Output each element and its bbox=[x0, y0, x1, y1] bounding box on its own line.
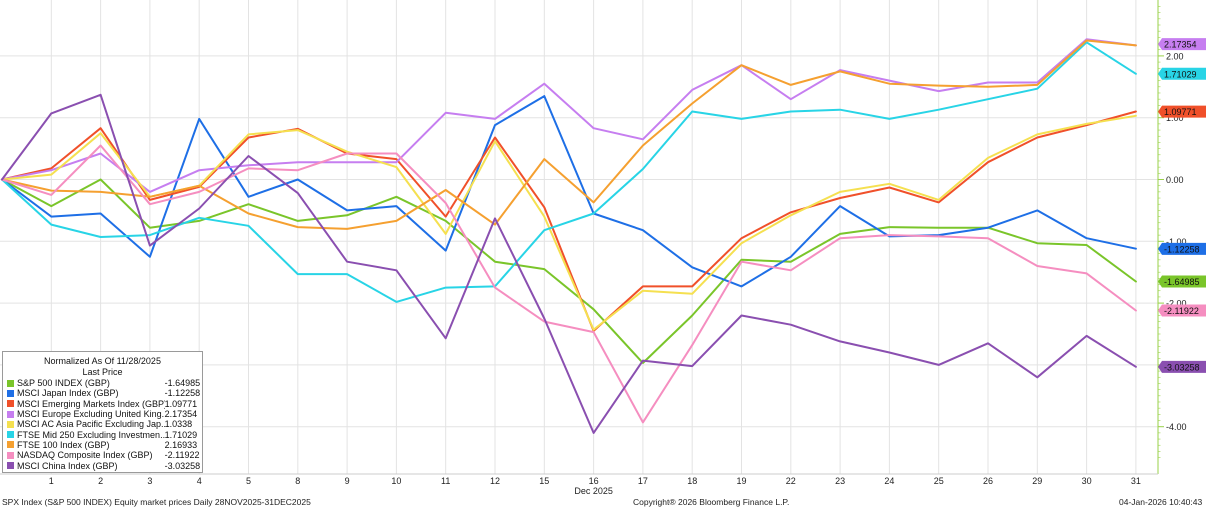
legend-row: FTSE Mid 250 Excluding Investmen... 1.710… bbox=[3, 429, 202, 440]
last-value-tag-0 bbox=[1158, 275, 1206, 288]
legend-series-name: S&P 500 INDEX (GBP) bbox=[17, 378, 110, 389]
footer-copyright: Copyright® 2026 Bloomberg Finance L.P. bbox=[633, 497, 790, 507]
x-tick-label: 16 bbox=[589, 476, 599, 486]
series-line-8 bbox=[1, 93, 1137, 434]
last-value-label-3: 2.17354 bbox=[1164, 40, 1197, 50]
series-line-3 bbox=[1, 38, 1137, 193]
y-tick-label: 1.00 bbox=[1166, 113, 1184, 123]
x-tick-label: 19 bbox=[736, 476, 746, 486]
legend-row: MSCI Emerging Markets Index (GBP) 1.09771 bbox=[3, 399, 202, 409]
legend-swatch bbox=[7, 441, 14, 449]
legend-series-name: MSCI AC Asia Pacific Excluding Jap... bbox=[17, 419, 165, 430]
last-value-tag-7 bbox=[1158, 304, 1206, 317]
legend-row: NASDAQ Composite Index (GBP) -2.11922 bbox=[3, 450, 202, 460]
y-tick-label: -2.00 bbox=[1166, 299, 1187, 309]
last-value-label-8: -3.03258 bbox=[1164, 362, 1200, 372]
legend-last-price: 2.17354 bbox=[164, 409, 198, 420]
x-tick-label: 24 bbox=[884, 476, 894, 486]
last-value-label-1: -1.12258 bbox=[1164, 244, 1200, 254]
x-tick-label: 12 bbox=[490, 476, 500, 486]
x-tick-label: 26 bbox=[983, 476, 993, 486]
series-line-2 bbox=[1, 110, 1137, 332]
legend-swatch bbox=[7, 431, 14, 439]
last-value-label-5: 1.71029 bbox=[1164, 69, 1197, 79]
x-tick-label: 5 bbox=[246, 476, 251, 486]
x-tick-label: 1 bbox=[49, 476, 54, 486]
legend-last-price: 1.0338 bbox=[164, 419, 193, 430]
series-line-0 bbox=[1, 178, 1137, 364]
legend-last-price: -1.64985 bbox=[164, 378, 201, 389]
legend-series-name: MSCI Japan Index (GBP) bbox=[17, 388, 119, 399]
y-tick-label: -1.00 bbox=[1166, 237, 1187, 247]
legend-series-name: FTSE Mid 250 Excluding Investmen... bbox=[17, 429, 165, 440]
legend-series-name: MSCI China Index (GBP) bbox=[17, 460, 118, 471]
x-tick-label: 2 bbox=[98, 476, 103, 486]
series-line-6 bbox=[1, 39, 1137, 230]
x-tick-label: 17 bbox=[638, 476, 648, 486]
legend-last-price: -3.03258 bbox=[164, 460, 201, 471]
legend-row: MSCI Japan Index (GBP) -1.12258 bbox=[3, 388, 202, 398]
series-line-1 bbox=[1, 95, 1137, 288]
y-tick-label: 0.00 bbox=[1166, 175, 1184, 185]
x-tick-label: 11 bbox=[441, 476, 450, 486]
legend-swatch bbox=[7, 451, 14, 459]
y-tick-label: -4.00 bbox=[1166, 422, 1187, 432]
x-tick-label: 8 bbox=[295, 476, 300, 486]
legend-header: Normalized As Of 11/28/2025 bbox=[44, 356, 161, 366]
x-tick-label: 29 bbox=[1032, 476, 1042, 486]
legend-swatch bbox=[7, 389, 14, 397]
legend-row: MSCI China Index (GBP) -3.03258 bbox=[3, 460, 202, 471]
x-tick-label: 22 bbox=[786, 476, 796, 486]
legend-box: Normalized As Of 11/28/2025 Last Price S… bbox=[2, 351, 203, 473]
x-tick-label: 10 bbox=[391, 476, 401, 486]
last-value-tag-2 bbox=[1158, 105, 1206, 118]
legend-last-price: -2.11922 bbox=[164, 450, 200, 461]
legend-row: S&P 500 INDEX (GBP) -1.64985 bbox=[3, 378, 202, 388]
legend-row: MSCI Europe Excluding United King... 2.17… bbox=[3, 409, 202, 419]
footer-timestamp: 04-Jan-2026 10:40:43 bbox=[1119, 497, 1203, 507]
last-value-label-2: 1.09771 bbox=[1164, 107, 1197, 117]
last-value-label-0: -1.64985 bbox=[1164, 277, 1200, 287]
x-tick-label: 30 bbox=[1082, 476, 1092, 486]
x-tick-label: 25 bbox=[934, 476, 944, 486]
legend-series-name: MSCI Europe Excluding United King... bbox=[17, 409, 165, 420]
legend-series-name: MSCI Emerging Markets Index (GBP) bbox=[17, 398, 165, 409]
legend-last-price: 1.71029 bbox=[164, 429, 198, 440]
legend-swatch bbox=[7, 400, 14, 408]
x-tick-label: 18 bbox=[687, 476, 697, 486]
legend-series-name: FTSE 100 Index (GBP) bbox=[17, 439, 110, 450]
legend-swatch bbox=[7, 410, 14, 418]
legend-swatch bbox=[7, 462, 14, 470]
x-tick-label: 31 bbox=[1131, 476, 1141, 486]
legend-subheader: Last Price bbox=[82, 367, 123, 377]
last-value-tag-1 bbox=[1158, 242, 1206, 255]
last-value-tag-3 bbox=[1158, 38, 1206, 51]
footer-source: SPX Index (S&P 500 INDEX) Equity market … bbox=[2, 497, 311, 507]
x-tick-label: 3 bbox=[147, 476, 152, 486]
x-tick-label: 15 bbox=[539, 476, 549, 486]
x-tick-label: 9 bbox=[345, 476, 350, 486]
legend-last-price: 2.16933 bbox=[164, 439, 198, 450]
x-tick-label: 4 bbox=[197, 476, 202, 486]
legend-swatch bbox=[7, 379, 14, 387]
legend-last-price: -1.12258 bbox=[164, 388, 201, 399]
last-value-label-7: -2.11922 bbox=[1164, 306, 1199, 316]
y-tick-label: 2.00 bbox=[1166, 51, 1184, 61]
x-tick-label: 23 bbox=[835, 476, 845, 486]
legend-row: FTSE 100 Index (GBP) 2.16933 bbox=[3, 440, 202, 450]
last-value-tag-5 bbox=[1158, 67, 1206, 80]
legend-row: MSCI AC Asia Pacific Excluding Jap... 1.0… bbox=[3, 419, 202, 429]
series-line-7 bbox=[1, 144, 1137, 424]
x-month-label: Dec 2025 bbox=[574, 486, 613, 496]
legend-series-name: NASDAQ Composite Index (GBP) bbox=[17, 450, 153, 461]
legend-swatch bbox=[7, 420, 14, 428]
series-line-5 bbox=[1, 41, 1137, 303]
last-value-tag-8 bbox=[1158, 360, 1206, 373]
legend-last-price: 1.09771 bbox=[164, 398, 198, 409]
